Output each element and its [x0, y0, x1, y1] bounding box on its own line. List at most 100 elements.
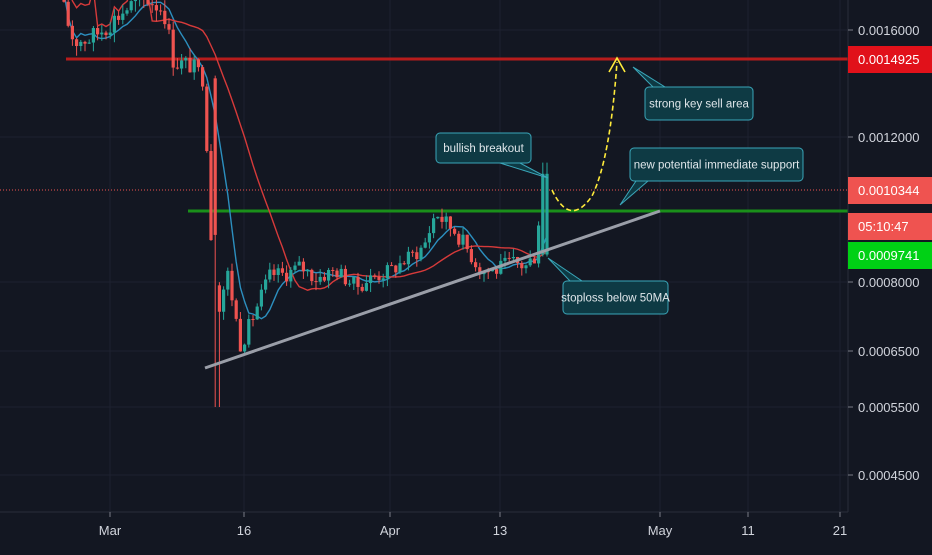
candle-body [465, 234, 469, 250]
candle-body [280, 268, 284, 273]
candle-body [423, 242, 427, 248]
candle-body [70, 25, 74, 40]
candle-body [133, 0, 137, 2]
candle-body [268, 269, 272, 280]
candle-body [201, 67, 205, 87]
candle-body [369, 275, 373, 284]
x-tick-label: Apr [380, 523, 401, 538]
candle-body [352, 276, 356, 284]
x-tick-label: 16 [237, 523, 251, 538]
candle-body [79, 41, 83, 47]
sell-area-label-bg [848, 46, 932, 73]
last-price-label: 0.0010344 [858, 183, 919, 198]
candle-body [230, 270, 234, 301]
candle-body [100, 32, 104, 35]
candle-body [217, 285, 221, 312]
candle-body [125, 10, 129, 14]
x-tick-label: May [648, 523, 673, 538]
candle-body [188, 57, 192, 73]
candle-body [222, 289, 226, 312]
candle-body [62, 0, 66, 2]
candle-body [238, 318, 242, 352]
candle-body [251, 319, 255, 321]
bullish-breakout-callout: bullish breakout [435, 132, 549, 179]
candle-body [415, 252, 419, 260]
candle-body [390, 265, 394, 267]
candle-body [285, 272, 289, 282]
candle-body [478, 267, 482, 275]
y-tick-label: 0.0008000 [858, 275, 919, 290]
projection-arrow [551, 61, 618, 212]
candle-body [104, 32, 108, 36]
candle-body [394, 265, 398, 273]
last-price-label-bg [848, 177, 932, 204]
strong-sell-callout: strong key sell area [632, 66, 754, 121]
candle-body [356, 276, 360, 287]
candle-body [398, 263, 402, 273]
candle-body [495, 269, 499, 274]
candle-body [289, 269, 293, 282]
x-tick-label: 13 [493, 523, 507, 538]
candles [62, 0, 549, 407]
candle-body [180, 60, 184, 69]
candle-body [348, 283, 352, 285]
candle-body [163, 10, 167, 25]
ma-level-label: 0.0009741 [858, 248, 919, 263]
candle-body [444, 216, 448, 222]
candle-body [75, 39, 79, 47]
candle-body [524, 265, 528, 269]
candle-body [129, 1, 133, 11]
sell-area-label: 0.0014925 [858, 52, 919, 67]
callout-text: bullish breakout [443, 143, 524, 155]
candle-body [167, 24, 171, 30]
x-tick-label: 11 [741, 523, 755, 538]
candle-body [108, 32, 112, 36]
new-support-callout: new potential immediate support [619, 147, 804, 206]
candle-body [83, 41, 87, 44]
candle-body [377, 276, 381, 280]
candle-body [381, 278, 385, 280]
trend-line [204, 209, 661, 370]
candle-body [373, 275, 377, 277]
candle-body [419, 247, 423, 260]
candle-body [511, 257, 515, 259]
time-axis-bg [0, 512, 848, 550]
arrow-head [608, 56, 626, 73]
candle-body [427, 233, 431, 243]
candle-body [360, 286, 364, 291]
horizontal-lines [0, 57, 848, 213]
candle-body [91, 28, 95, 43]
candle-body [322, 276, 326, 281]
candle-body [532, 258, 536, 264]
y-tick-label: 0.0016000 [858, 23, 919, 38]
candle-body [171, 29, 175, 68]
candle-body [314, 281, 318, 283]
x-tick-label: Mar [99, 523, 122, 538]
candle-body [537, 225, 541, 264]
candle-body [453, 228, 457, 234]
candle-body [541, 173, 545, 255]
candle-body [226, 270, 230, 290]
candle-body [301, 261, 305, 272]
candle-body [117, 15, 121, 20]
candle-body [343, 268, 347, 285]
candle-body [545, 173, 549, 255]
callout-text: new potential immediate support [634, 160, 800, 172]
candle-body [209, 151, 213, 241]
candle-body [507, 257, 511, 259]
candle-body [121, 13, 125, 20]
candle-body [259, 289, 263, 307]
candle-body [457, 233, 461, 245]
candle-body [255, 306, 259, 320]
candle-body [448, 216, 452, 229]
price-axis: 0.0016000 0.0012000 0.0008000 0.0006500 0.00… [847, 0, 932, 512]
candle-body [213, 78, 217, 235]
candle-body [205, 86, 209, 152]
y-tick-label: 0.0006500 [858, 344, 919, 359]
y-tick-label: 0.0005500 [858, 400, 919, 415]
candle-body [331, 269, 335, 271]
candle-body [243, 344, 247, 352]
